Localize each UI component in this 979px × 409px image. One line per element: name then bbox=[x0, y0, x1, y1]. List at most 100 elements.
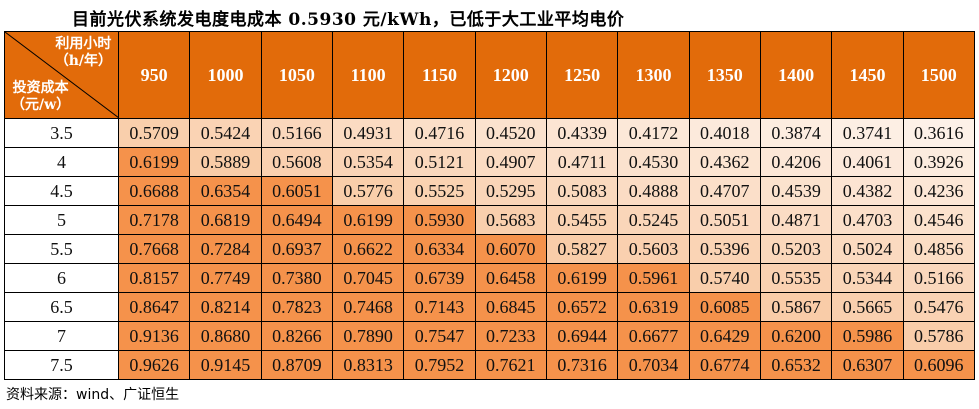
cost-cell: 0.6199 bbox=[331, 205, 405, 235]
cost-cell: 0.5535 bbox=[759, 263, 833, 293]
cost-cell: 0.7380 bbox=[260, 263, 333, 293]
cost-cell: 0.5024 bbox=[831, 234, 904, 264]
table-title: 目前光伏系统发电度电成本 0.5930 元/kWh，已低于大工业平均电价 bbox=[72, 10, 625, 30]
cost-cell: 0.4339 bbox=[545, 118, 619, 148]
cost-cell: 0.5709 bbox=[117, 118, 191, 148]
corner-top-line1: 利用小时 bbox=[55, 36, 112, 52]
cost-cell: 0.8313 bbox=[331, 350, 405, 380]
cost-cell: 0.4206 bbox=[759, 147, 833, 177]
cost-cell: 0.7034 bbox=[617, 350, 690, 380]
row-header: 4.5 bbox=[4, 176, 119, 206]
cost-cell: 0.5166 bbox=[902, 263, 976, 293]
row-header: 7.5 bbox=[4, 350, 119, 380]
cost-cell: 0.7468 bbox=[331, 292, 405, 322]
corner-header: 利用小时 （h/年） 投资成本 （元/w） bbox=[4, 31, 119, 119]
cost-cell: 0.8709 bbox=[260, 350, 333, 380]
cost-cell: 0.8680 bbox=[189, 321, 262, 351]
cost-cell: 0.5121 bbox=[403, 147, 476, 177]
cost-cell: 0.4172 bbox=[617, 118, 690, 148]
column-header: 1300 bbox=[617, 31, 690, 119]
cost-cell: 0.4716 bbox=[403, 118, 476, 148]
source-note: 资料来源：wind、广证恒生 bbox=[6, 387, 180, 403]
cost-cell: 0.9136 bbox=[117, 321, 191, 351]
cost-cell: 0.3874 bbox=[759, 118, 833, 148]
cost-cell: 0.9145 bbox=[189, 350, 262, 380]
column-header: 1500 bbox=[902, 31, 976, 119]
table-row: 7.5 0.9626 0.9145 0.8709 0.8313 0.7952 0.7621 0… bbox=[4, 350, 976, 380]
cost-cell: 0.5455 bbox=[545, 205, 619, 235]
cost-cell: 0.7621 bbox=[474, 350, 547, 380]
table-row: 5 0.7178 0.6819 0.6494 0.6199 0.5930 0.5683 0.5… bbox=[4, 205, 976, 235]
corner-bottom-line1: 投资成本 bbox=[12, 80, 69, 96]
cost-cell: 0.6051 bbox=[260, 176, 333, 206]
cost-cell: 0.6845 bbox=[474, 292, 547, 322]
row-header: 4 bbox=[4, 147, 119, 177]
row-header: 6 bbox=[4, 263, 119, 293]
row-header: 5 bbox=[4, 205, 119, 235]
cost-cell: 0.6944 bbox=[545, 321, 619, 351]
cost-cell: 0.7143 bbox=[403, 292, 476, 322]
cost-cell: 0.5665 bbox=[831, 292, 904, 322]
table-row: 4 0.6199 0.5889 0.5608 0.5354 0.5121 0.4907 0.4… bbox=[4, 147, 976, 177]
cost-cell: 0.4907 bbox=[474, 147, 547, 177]
cost-cell: 0.8214 bbox=[189, 292, 262, 322]
cost-cell: 0.5424 bbox=[189, 118, 262, 148]
cost-cell: 0.4362 bbox=[688, 147, 761, 177]
cost-cell: 0.5740 bbox=[688, 263, 761, 293]
column-header: 1000 bbox=[189, 31, 262, 119]
cost-cell: 0.5986 bbox=[831, 321, 904, 351]
cost-cell: 0.6819 bbox=[189, 205, 262, 235]
table-row: 3.5 0.5709 0.5424 0.5166 0.4931 0.4716 0.4520 0… bbox=[4, 118, 976, 148]
cost-cell: 0.5354 bbox=[331, 147, 405, 177]
cost-cell: 0.5245 bbox=[617, 205, 690, 235]
cost-cell: 0.5961 bbox=[617, 263, 690, 293]
column-header: 1250 bbox=[545, 31, 619, 119]
column-header: 1050 bbox=[260, 31, 333, 119]
cost-cell: 0.6085 bbox=[688, 292, 761, 322]
cost-cell: 0.5827 bbox=[545, 234, 619, 264]
cost-cell: 0.7890 bbox=[331, 321, 405, 351]
table-row: 6.5 0.8647 0.8214 0.7823 0.7468 0.7143 0.6845 0… bbox=[4, 292, 976, 322]
table-row: 7 0.9136 0.8680 0.8266 0.7890 0.7547 0.7233 0.6… bbox=[4, 321, 976, 351]
column-header: 1150 bbox=[403, 31, 476, 119]
cost-cell: 0.7178 bbox=[117, 205, 191, 235]
cost-cell: 0.5203 bbox=[759, 234, 833, 264]
cost-cell: 0.4856 bbox=[902, 234, 976, 264]
cost-cell: 0.6572 bbox=[545, 292, 619, 322]
column-header: 1200 bbox=[474, 31, 547, 119]
cost-cell: 0.7823 bbox=[260, 292, 333, 322]
cost-cell: 0.3926 bbox=[902, 147, 976, 177]
table-row: 6 0.8157 0.7749 0.7380 0.7045 0.6739 0.6458 0.6… bbox=[4, 263, 976, 293]
column-header: 1450 bbox=[831, 31, 904, 119]
cost-cell: 0.6937 bbox=[260, 234, 333, 264]
row-header: 6.5 bbox=[4, 292, 119, 322]
cost-cell: 0.7045 bbox=[331, 263, 405, 293]
cost-cell: 0.8157 bbox=[117, 263, 191, 293]
row-header: 7 bbox=[4, 321, 119, 351]
cost-cell: 0.7547 bbox=[403, 321, 476, 351]
cost-cell: 0.4888 bbox=[617, 176, 690, 206]
cost-cell: 0.6319 bbox=[617, 292, 690, 322]
cost-cell: 0.7952 bbox=[403, 350, 476, 380]
cost-cell: 0.6354 bbox=[189, 176, 262, 206]
cost-cell: 0.6307 bbox=[831, 350, 904, 380]
diagonal-divider bbox=[5, 32, 119, 118]
cost-cell: 0.4703 bbox=[831, 205, 904, 235]
cost-cell: 0.5867 bbox=[759, 292, 833, 322]
table-row: 5.5 0.7668 0.7284 0.6937 0.6622 0.6334 0.6070 0… bbox=[4, 234, 976, 264]
cost-cell: 0.5476 bbox=[902, 292, 976, 322]
cost-cell: 0.4539 bbox=[759, 176, 833, 206]
column-header: 1100 bbox=[331, 31, 405, 119]
cost-cell: 0.4236 bbox=[902, 176, 976, 206]
cost-cell: 0.6532 bbox=[759, 350, 833, 380]
corner-top-line2: （h/年） bbox=[54, 53, 112, 69]
cost-cell: 0.9626 bbox=[117, 350, 191, 380]
cost-cell: 0.8647 bbox=[117, 292, 191, 322]
cost-cell: 0.4707 bbox=[688, 176, 761, 206]
cost-cell: 0.5166 bbox=[260, 118, 333, 148]
cost-cell: 0.5344 bbox=[831, 263, 904, 293]
cost-cell: 0.7749 bbox=[189, 263, 262, 293]
cost-cell: 0.5603 bbox=[617, 234, 690, 264]
corner-bottom-line2: （元/w） bbox=[11, 97, 71, 113]
cost-cell: 0.6494 bbox=[260, 205, 333, 235]
